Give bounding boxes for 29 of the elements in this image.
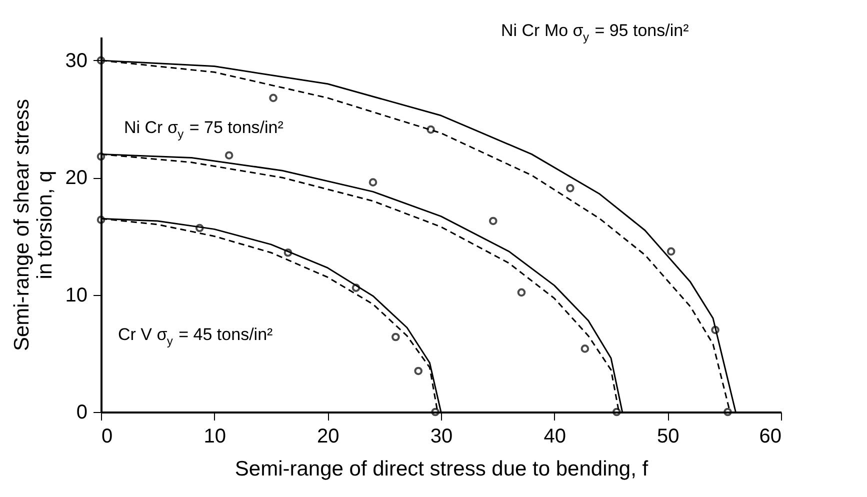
point (269, 94, 278, 102)
y-tick-label: 20 (65, 167, 88, 190)
point (666, 247, 676, 256)
y-axis-title: Semi-range of shear stress in torsion, q (10, 98, 56, 352)
x-tick-label: 20 (317, 426, 340, 448)
x-tick-label: 10 (204, 426, 226, 448)
point (426, 125, 435, 134)
point (414, 366, 422, 376)
point (368, 178, 378, 186)
y-tick-label: 30 (65, 50, 88, 72)
x-tick-label: 50 (657, 426, 680, 448)
x-tick-label: 40 (544, 426, 566, 448)
x-tick-label: 0 (102, 426, 113, 448)
y-tick-label: 0 (76, 402, 88, 424)
y-tick-label: 10 (65, 284, 88, 306)
point (711, 326, 720, 334)
point (566, 184, 574, 192)
point (517, 288, 526, 297)
point (352, 284, 360, 292)
point (392, 332, 400, 342)
point (224, 151, 234, 160)
point (195, 224, 204, 232)
point (580, 344, 590, 353)
point (284, 248, 292, 257)
point (488, 216, 498, 226)
x-tick-label: 60 (759, 426, 782, 448)
x-tick-label: 30 (430, 426, 453, 448)
point (724, 408, 732, 416)
x-axis-title: Semi-range of direct stress due to bending, f (234, 458, 648, 480)
